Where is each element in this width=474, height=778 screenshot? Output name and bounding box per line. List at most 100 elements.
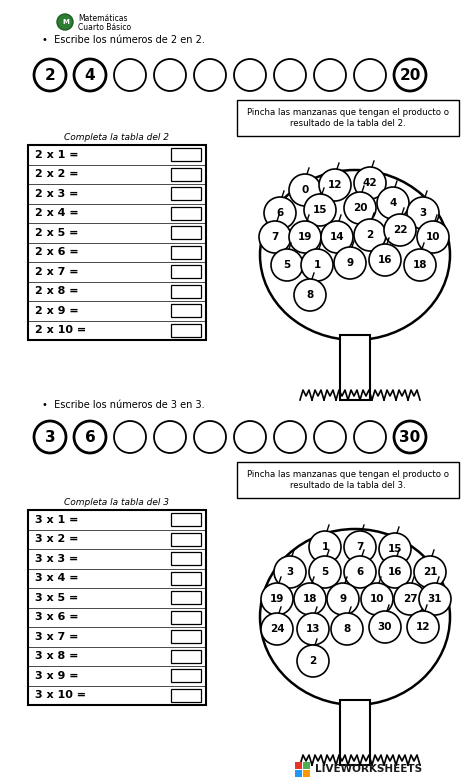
Text: 3: 3 bbox=[286, 567, 293, 577]
Bar bbox=[171, 168, 201, 180]
Text: 3 x 8 =: 3 x 8 = bbox=[35, 651, 78, 661]
Text: 42: 42 bbox=[363, 178, 377, 188]
Circle shape bbox=[74, 59, 106, 91]
Circle shape bbox=[334, 247, 366, 279]
Text: 12: 12 bbox=[328, 180, 342, 190]
Text: 7: 7 bbox=[356, 542, 364, 552]
Circle shape bbox=[289, 221, 321, 253]
Text: 3 x 3 =: 3 x 3 = bbox=[35, 554, 78, 564]
Text: 20: 20 bbox=[399, 68, 421, 82]
Circle shape bbox=[417, 221, 449, 253]
Bar bbox=[28, 510, 206, 705]
Text: 2 x 8 =: 2 x 8 = bbox=[35, 286, 79, 296]
Bar bbox=[295, 770, 302, 777]
Bar bbox=[171, 207, 201, 219]
Bar bbox=[237, 462, 459, 498]
Circle shape bbox=[274, 59, 306, 91]
Bar bbox=[171, 689, 201, 702]
Circle shape bbox=[377, 187, 409, 219]
Text: 2 x 7 =: 2 x 7 = bbox=[35, 267, 79, 277]
Text: 5: 5 bbox=[321, 567, 328, 577]
Text: 1: 1 bbox=[321, 542, 328, 552]
Bar bbox=[171, 285, 201, 298]
Text: 1: 1 bbox=[313, 260, 320, 270]
Text: 3: 3 bbox=[45, 429, 55, 444]
Text: 2: 2 bbox=[310, 656, 317, 666]
Circle shape bbox=[309, 556, 341, 588]
Text: 22: 22 bbox=[393, 225, 407, 235]
Bar bbox=[171, 591, 201, 604]
Circle shape bbox=[361, 583, 393, 615]
Circle shape bbox=[344, 556, 376, 588]
Text: 13: 13 bbox=[306, 624, 320, 634]
Text: Completa la tabla del 2: Completa la tabla del 2 bbox=[64, 132, 170, 142]
Bar bbox=[171, 187, 201, 200]
Text: 12: 12 bbox=[416, 622, 430, 632]
Circle shape bbox=[294, 279, 326, 311]
Circle shape bbox=[419, 583, 451, 615]
Circle shape bbox=[294, 583, 326, 615]
Text: 9: 9 bbox=[346, 258, 354, 268]
Text: •  Escribe los números de 3 en 3.: • Escribe los números de 3 en 3. bbox=[42, 400, 205, 410]
Bar bbox=[303, 770, 310, 777]
Text: 2 x 6 =: 2 x 6 = bbox=[35, 247, 79, 258]
Circle shape bbox=[314, 421, 346, 453]
Circle shape bbox=[414, 556, 446, 588]
Circle shape bbox=[274, 421, 306, 453]
Text: 8: 8 bbox=[306, 290, 314, 300]
Text: 2 x 9 =: 2 x 9 = bbox=[35, 306, 79, 316]
Circle shape bbox=[407, 611, 439, 643]
Circle shape bbox=[327, 583, 359, 615]
Circle shape bbox=[259, 221, 291, 253]
Bar bbox=[171, 513, 201, 526]
Text: 6: 6 bbox=[85, 429, 95, 444]
Bar bbox=[171, 572, 201, 584]
Circle shape bbox=[34, 59, 66, 91]
Text: 2: 2 bbox=[366, 230, 374, 240]
Text: Pincha las manzanas que tengan el producto o
resultado de la tabla del 2.: Pincha las manzanas que tengan el produc… bbox=[247, 108, 449, 128]
Bar bbox=[171, 533, 201, 545]
Circle shape bbox=[274, 556, 306, 588]
Text: 2 x 10 =: 2 x 10 = bbox=[35, 325, 86, 335]
Circle shape bbox=[114, 59, 146, 91]
Circle shape bbox=[114, 421, 146, 453]
Bar bbox=[295, 762, 302, 769]
Text: 20: 20 bbox=[353, 203, 367, 213]
Circle shape bbox=[154, 421, 186, 453]
Circle shape bbox=[331, 613, 363, 645]
Circle shape bbox=[321, 221, 353, 253]
Text: LIVEWORKSHEETS: LIVEWORKSHEETS bbox=[315, 764, 422, 774]
Text: 3 x 10 =: 3 x 10 = bbox=[35, 690, 86, 700]
Circle shape bbox=[407, 197, 439, 229]
Circle shape bbox=[344, 192, 376, 224]
Circle shape bbox=[384, 214, 416, 246]
Circle shape bbox=[354, 421, 386, 453]
Circle shape bbox=[354, 167, 386, 199]
Text: 18: 18 bbox=[413, 260, 427, 270]
Circle shape bbox=[194, 59, 226, 91]
Circle shape bbox=[289, 174, 321, 206]
Circle shape bbox=[234, 59, 266, 91]
Circle shape bbox=[74, 421, 106, 453]
Text: 27: 27 bbox=[403, 594, 417, 604]
Bar bbox=[340, 700, 370, 765]
Text: 3 x 7 =: 3 x 7 = bbox=[35, 632, 78, 642]
Bar bbox=[28, 145, 206, 340]
Text: Matemáticas: Matemáticas bbox=[78, 13, 128, 23]
Ellipse shape bbox=[260, 529, 450, 705]
Bar bbox=[171, 324, 201, 337]
Bar bbox=[171, 611, 201, 624]
Text: 24: 24 bbox=[270, 624, 284, 634]
Text: 3 x 1 =: 3 x 1 = bbox=[35, 515, 78, 524]
Bar bbox=[171, 304, 201, 317]
Text: 8: 8 bbox=[343, 624, 351, 634]
Circle shape bbox=[394, 421, 426, 453]
Circle shape bbox=[314, 59, 346, 91]
Bar bbox=[171, 265, 201, 278]
Text: 30: 30 bbox=[378, 622, 392, 632]
Circle shape bbox=[344, 531, 376, 563]
Text: 3 x 2 =: 3 x 2 = bbox=[35, 534, 78, 545]
Text: 3 x 5 =: 3 x 5 = bbox=[35, 593, 78, 603]
Text: 21: 21 bbox=[423, 567, 437, 577]
Text: 9: 9 bbox=[339, 594, 346, 604]
